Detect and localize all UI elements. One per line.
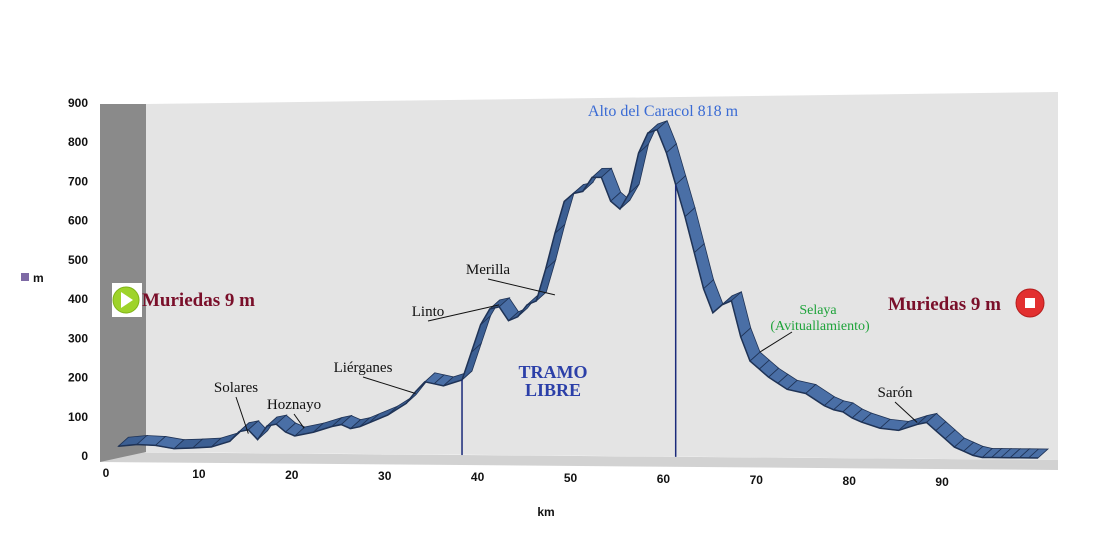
y-tick-label: 500 bbox=[68, 253, 88, 267]
x-tick-label: 60 bbox=[657, 472, 671, 486]
plot-back-wall bbox=[146, 92, 1058, 460]
place-leader-line bbox=[293, 413, 305, 429]
x-tick-label: 40 bbox=[471, 470, 485, 484]
start-label: Muriedas 9 m bbox=[142, 290, 255, 311]
place-label: Sarón bbox=[878, 385, 913, 401]
selaya-leader bbox=[759, 331, 793, 353]
finish-marker bbox=[1015, 288, 1045, 318]
place-leader-line bbox=[235, 396, 249, 434]
summit-label: Alto del Caracol 818 m bbox=[588, 103, 739, 120]
place-label: Merilla bbox=[466, 262, 510, 278]
y-tick-label: 800 bbox=[68, 135, 88, 149]
profile-line bbox=[118, 128, 1039, 459]
start-marker bbox=[112, 283, 142, 317]
place-label: Hoznayo bbox=[267, 397, 321, 413]
selaya-label-line2: (Avituallamiento) bbox=[770, 319, 870, 334]
x-tick-label: 70 bbox=[750, 473, 764, 487]
vertical-markers bbox=[461, 184, 677, 457]
x-tick-label: 20 bbox=[285, 468, 299, 482]
place-label: Linto bbox=[412, 304, 445, 320]
place-leader-line bbox=[894, 401, 918, 423]
x-tick-label: 0 bbox=[103, 466, 110, 480]
plot-floor bbox=[100, 452, 1058, 470]
y-tick-label: 900 bbox=[68, 96, 88, 110]
x-tick-label: 30 bbox=[378, 469, 392, 483]
y-tick-label: 400 bbox=[68, 292, 88, 306]
x-tick-label: 10 bbox=[192, 467, 206, 481]
place-leader-line bbox=[427, 304, 500, 322]
place-label: Liérganes bbox=[334, 360, 393, 376]
tramo-libre-line1: TRAMO bbox=[519, 362, 588, 382]
place-leader-line bbox=[362, 376, 416, 394]
x-tick-label: 80 bbox=[843, 474, 857, 488]
y-tick-label: 300 bbox=[68, 331, 88, 345]
elevation-profile-series bbox=[117, 120, 1050, 459]
place-leader-line bbox=[487, 278, 556, 296]
y-tick-label: 0 bbox=[81, 449, 88, 463]
y-tick-label: 600 bbox=[68, 214, 88, 228]
y-tick-label: 200 bbox=[68, 371, 88, 385]
x-axis-ticks: 0 10 20 30 40 50 60 70 80 90 bbox=[103, 466, 949, 489]
place-label: Solares bbox=[214, 380, 258, 396]
x-tick-label: 50 bbox=[564, 471, 578, 485]
x-tick-label: 90 bbox=[935, 475, 949, 489]
x-axis-title: km bbox=[537, 505, 554, 519]
tramo-libre-line2: LIBRE bbox=[525, 380, 581, 400]
legend-label: m bbox=[33, 271, 44, 285]
y-tick-label: 700 bbox=[68, 174, 88, 188]
place-labels: Solares Hoznayo Liérganes Linto Merilla Sarón bbox=[214, 262, 918, 434]
legend-swatch bbox=[21, 273, 29, 281]
y-axis-ticks: 0 100 200 300 400 500 600 700 800 900 bbox=[68, 96, 88, 463]
y-tick-label: 100 bbox=[68, 410, 88, 424]
selaya-label-line1: Selaya bbox=[799, 303, 837, 318]
finish-label: Muriedas 9 m bbox=[888, 294, 1001, 315]
